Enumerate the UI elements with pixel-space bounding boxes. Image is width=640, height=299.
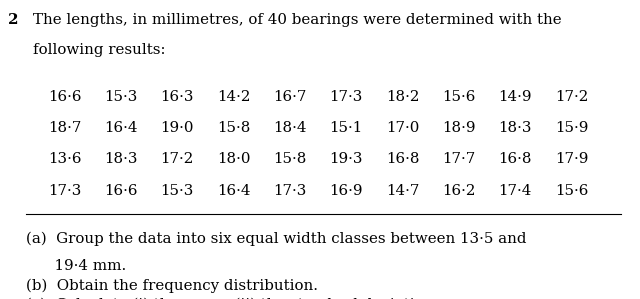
Text: 15·3: 15·3	[161, 184, 194, 198]
Text: 18·4: 18·4	[273, 121, 307, 135]
Text: 18·3: 18·3	[104, 152, 138, 167]
Text: 14·7: 14·7	[386, 184, 419, 198]
Text: 18·0: 18·0	[217, 152, 250, 167]
Text: 19·4 mm.: 19·4 mm.	[26, 259, 126, 273]
Text: 18·3: 18·3	[499, 121, 532, 135]
Text: 17·3: 17·3	[330, 90, 363, 104]
Text: 15·9: 15·9	[555, 121, 588, 135]
Text: 19·3: 19·3	[330, 152, 363, 167]
Text: 18·9: 18·9	[442, 121, 476, 135]
Text: 17·4: 17·4	[499, 184, 532, 198]
Text: 14·9: 14·9	[499, 90, 532, 104]
Text: 16·3: 16·3	[161, 90, 194, 104]
Text: 16·6: 16·6	[48, 90, 81, 104]
Text: 17·2: 17·2	[161, 152, 194, 167]
Text: 17·9: 17·9	[555, 152, 588, 167]
Text: 19·0: 19·0	[161, 121, 194, 135]
Text: 13·6: 13·6	[48, 152, 81, 167]
Text: 15·6: 15·6	[442, 90, 476, 104]
Text: (b)  Obtain the frequency distribution.: (b) Obtain the frequency distribution.	[26, 279, 317, 293]
Text: 15·8: 15·8	[273, 152, 307, 167]
Text: 16·7: 16·7	[273, 90, 307, 104]
Text: 14·2: 14·2	[217, 90, 250, 104]
Text: 18·2: 18·2	[386, 90, 419, 104]
Text: 16·8: 16·8	[386, 152, 419, 167]
Text: 17·3: 17·3	[273, 184, 307, 198]
Text: 16·4: 16·4	[104, 121, 138, 135]
Text: 16·9: 16·9	[330, 184, 363, 198]
Text: 17·2: 17·2	[555, 90, 588, 104]
Text: 16·2: 16·2	[442, 184, 476, 198]
Text: 15·6: 15·6	[555, 184, 588, 198]
Text: 15·8: 15·8	[217, 121, 250, 135]
Text: 17·7: 17·7	[442, 152, 476, 167]
Text: 16·6: 16·6	[104, 184, 138, 198]
Text: (c)  Calculate (i) the mean, (ii) the standard deviation.: (c) Calculate (i) the mean, (ii) the sta…	[26, 298, 438, 299]
Text: 18·7: 18·7	[48, 121, 81, 135]
Text: 17·0: 17·0	[386, 121, 419, 135]
Text: 15·3: 15·3	[104, 90, 138, 104]
Text: 2: 2	[8, 13, 18, 28]
Text: following results:: following results:	[33, 43, 166, 57]
Text: 16·4: 16·4	[217, 184, 250, 198]
Text: (a)  Group the data into six equal width classes between 13·5 and: (a) Group the data into six equal width …	[26, 232, 526, 246]
Text: 16·8: 16·8	[499, 152, 532, 167]
Text: 15·1: 15·1	[330, 121, 363, 135]
Text: The lengths, in millimetres, of 40 bearings were determined with the: The lengths, in millimetres, of 40 beari…	[33, 13, 562, 28]
Text: 17·3: 17·3	[48, 184, 81, 198]
